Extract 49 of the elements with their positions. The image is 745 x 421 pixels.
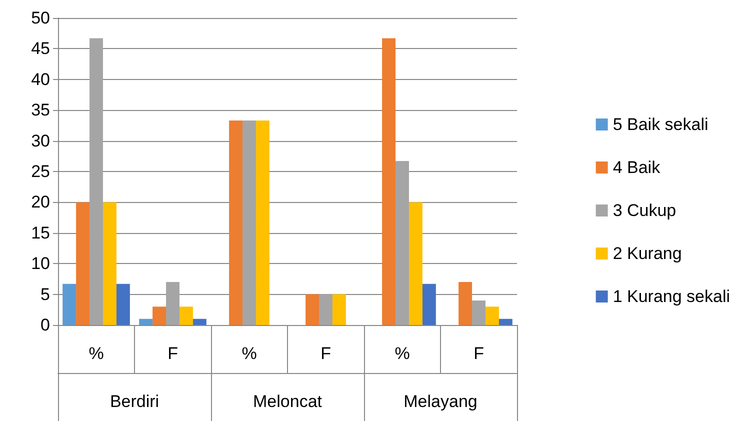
x-tick-label: F [168,344,178,363]
legend-label: 2 Kurang [612,244,682,263]
bar [229,120,243,325]
y-tick-label: 40 [31,70,50,89]
legend-label: 1 Kurang sekali [612,287,730,306]
y-tick-label: 10 [31,254,50,274]
y-tick-label: 25 [31,162,50,181]
bar [422,284,436,325]
x-tick-label: % [242,344,257,363]
text: Berdiri [110,392,160,411]
y-tick-label: 20 [31,192,50,212]
y-tick-label: 5 [40,284,50,304]
y-tick-label: 0 [40,316,50,334]
y-tick-label: 15 [31,223,50,242]
bar [76,202,90,325]
bar [102,202,116,325]
y-tick-label: 30 [31,131,50,150]
y-tick-label: 50 [31,8,50,28]
text: Melayang [404,392,478,411]
bar [498,318,512,325]
bar [192,318,206,325]
bar [242,120,256,325]
bar [396,161,409,325]
bar [90,38,103,325]
bar [116,284,130,325]
y-tick-label: 35 [31,100,50,120]
x-tick-label: F [474,344,484,363]
bar [319,294,332,325]
bar [179,306,193,325]
x-tick-label: % [394,344,410,363]
bar [382,38,396,325]
legend-label: 3 Cukup [612,201,676,220]
bar [62,284,76,325]
bar [458,282,472,325]
bar [472,300,486,325]
legend-label: 4 Baik [612,158,661,177]
bar [332,294,346,325]
bar [408,202,422,325]
bar [139,318,153,325]
y-tick-label: 45 [31,39,50,58]
x-tick-label: F [320,344,331,363]
legend-label: 5 Baik sekali [612,115,708,134]
bar [256,120,270,325]
bar [166,282,180,325]
x-tick-label: % [88,344,104,363]
bar [485,306,499,325]
bar [306,294,320,325]
text: Meloncat [253,392,322,411]
bar [152,306,166,325]
